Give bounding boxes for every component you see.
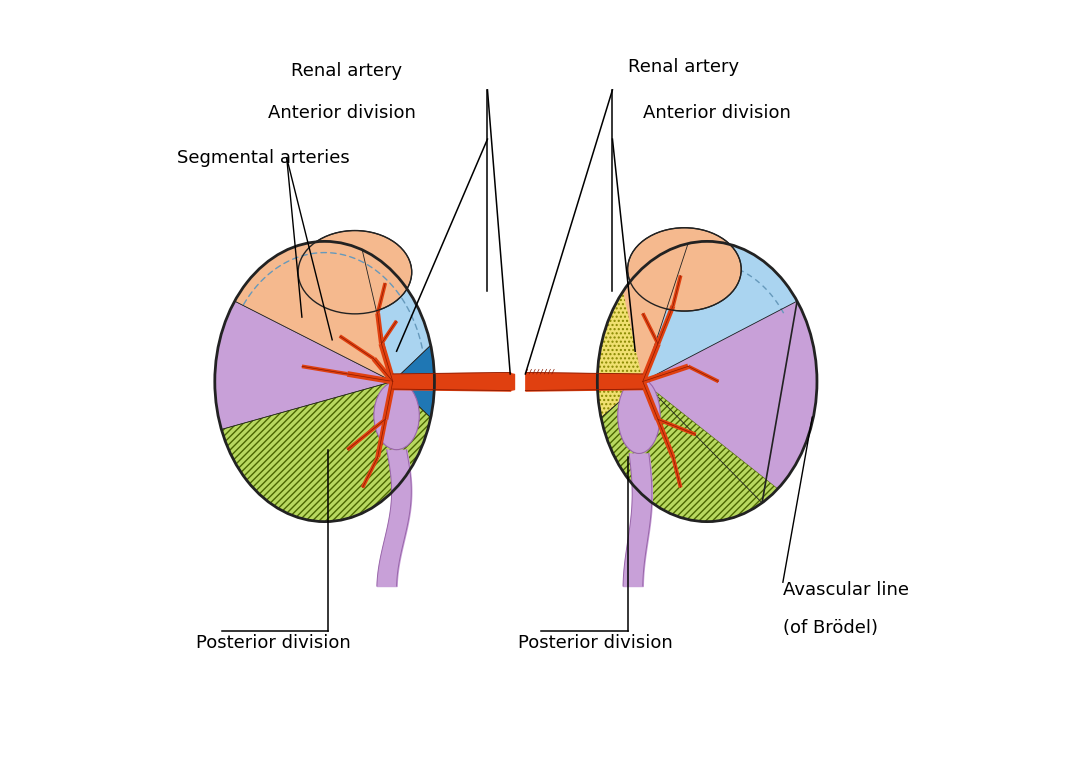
Polygon shape: [641, 313, 659, 344]
Polygon shape: [598, 260, 762, 522]
Polygon shape: [347, 371, 393, 385]
Polygon shape: [379, 320, 398, 345]
Polygon shape: [671, 275, 682, 306]
Ellipse shape: [598, 241, 817, 522]
Polygon shape: [235, 241, 392, 382]
Ellipse shape: [598, 241, 817, 522]
Polygon shape: [640, 343, 660, 382]
Polygon shape: [346, 418, 386, 451]
Text: Renal artery: Renal artery: [628, 58, 738, 76]
Polygon shape: [598, 241, 707, 522]
Text: Posterior division: Posterior division: [518, 634, 672, 652]
Polygon shape: [302, 365, 348, 376]
Polygon shape: [642, 364, 689, 385]
Polygon shape: [361, 456, 379, 488]
Text: Anterior division: Anterior division: [643, 104, 790, 121]
Text: Renal artery: Renal artery: [291, 62, 402, 80]
Polygon shape: [378, 343, 396, 382]
Polygon shape: [222, 382, 430, 522]
Ellipse shape: [598, 241, 817, 522]
Ellipse shape: [374, 382, 419, 449]
Ellipse shape: [598, 241, 817, 522]
Polygon shape: [657, 417, 696, 436]
Polygon shape: [376, 282, 387, 314]
Polygon shape: [338, 334, 375, 360]
Ellipse shape: [298, 230, 412, 314]
Polygon shape: [643, 301, 817, 503]
Ellipse shape: [598, 241, 817, 522]
Text: Anterior division: Anterior division: [268, 104, 416, 121]
Ellipse shape: [215, 241, 435, 522]
Text: Avascular line: Avascular line: [783, 581, 909, 599]
Polygon shape: [623, 243, 689, 382]
Polygon shape: [655, 305, 676, 345]
Text: Posterior division: Posterior division: [196, 634, 350, 652]
Polygon shape: [372, 357, 395, 383]
Polygon shape: [671, 457, 682, 488]
Polygon shape: [601, 382, 777, 522]
Ellipse shape: [215, 241, 435, 522]
Polygon shape: [640, 381, 660, 420]
Polygon shape: [375, 419, 388, 458]
Ellipse shape: [617, 378, 660, 453]
Polygon shape: [688, 365, 719, 383]
Polygon shape: [375, 313, 384, 344]
Ellipse shape: [628, 227, 742, 311]
Text: Segmental arteries: Segmental arteries: [177, 149, 349, 167]
Polygon shape: [655, 418, 676, 458]
Polygon shape: [383, 381, 396, 420]
Polygon shape: [235, 241, 430, 382]
Polygon shape: [643, 241, 797, 382]
Polygon shape: [215, 282, 430, 522]
Text: (of Brödel): (of Brödel): [783, 619, 878, 636]
